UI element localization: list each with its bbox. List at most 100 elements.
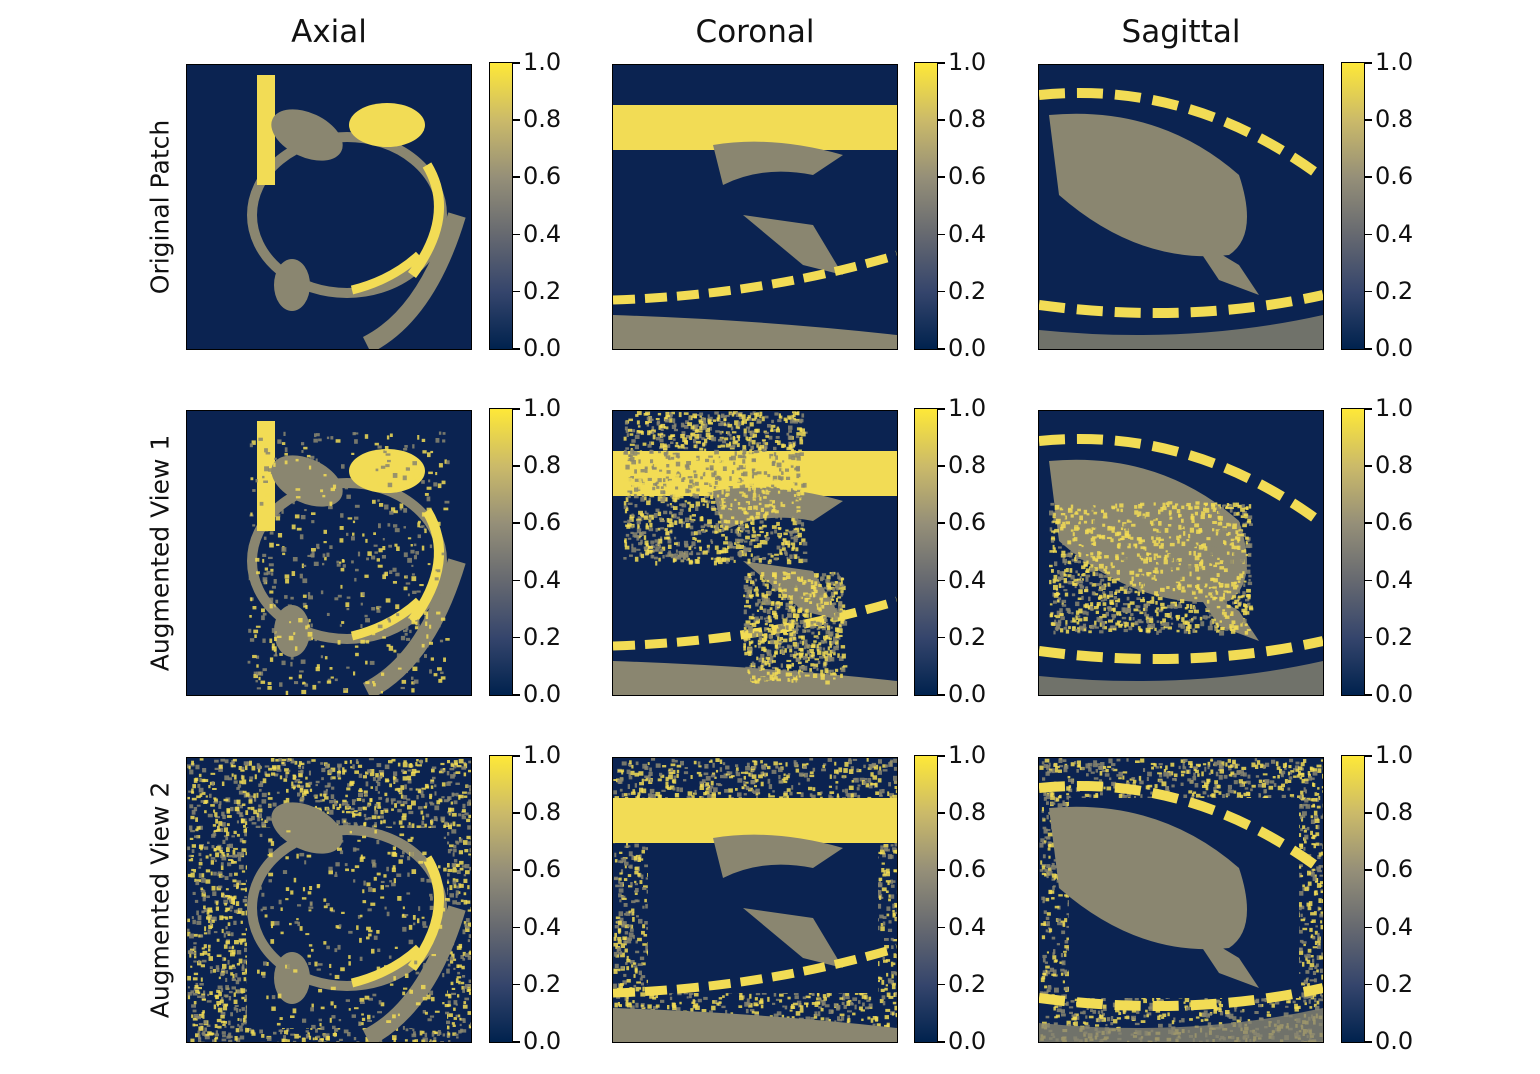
colorbar-tick-label: 0.6: [948, 508, 987, 537]
image-slice: [187, 758, 471, 1042]
image-slice: [187, 411, 471, 695]
colorbar-tick-label: 0.4: [1375, 912, 1414, 941]
colorbar-tick: [1365, 869, 1372, 871]
noise-speckle: [257, 828, 451, 1030]
colorbar-tick-label: 0.0: [1375, 680, 1414, 708]
colorbar-tick: [1365, 983, 1372, 986]
colorbar-tick: [1365, 926, 1372, 929]
colorbar-tick: [513, 348, 520, 350]
colorbar-tick: [513, 408, 520, 410]
colorbar-tick-label: 0.8: [1375, 105, 1414, 134]
colorbar-tick-label: 0.2: [948, 622, 987, 651]
colorbar-tick: [513, 755, 520, 757]
colorbar-tick: [513, 119, 520, 121]
colorbar-tick-label: 0.8: [523, 798, 562, 827]
colorbar-tick: [1365, 579, 1372, 582]
colorbar-tick: [1365, 119, 1372, 121]
colorbar-tick-label: 0.0: [948, 334, 987, 362]
colorbar-tick: [513, 812, 520, 814]
colorbar-tick-label: 0.2: [523, 969, 562, 998]
image-panel-original-patch-axial: [186, 64, 472, 350]
colorbar-tick: [938, 62, 945, 64]
row-label-augmented-view-1: Augmented View 1: [145, 434, 175, 672]
colorbar-tick: [938, 636, 945, 639]
colorbar-tick: [513, 1041, 520, 1043]
colorbar-tick: [938, 522, 945, 524]
colorbar-tick-label: 0.4: [523, 565, 562, 594]
colorbar-tick: [513, 636, 520, 639]
image-panel-original-patch-sagittal: [1038, 64, 1324, 350]
colorbar-tick: [513, 694, 520, 696]
column-title-axial: Axial: [291, 14, 367, 50]
colorbar-tick-label: 0.8: [523, 105, 562, 134]
column-title-sagittal: Sagittal: [1121, 14, 1241, 50]
image-slice: [613, 65, 897, 349]
colorbar-tick: [513, 579, 520, 582]
colorbar-tick-label: 0.8: [1375, 798, 1414, 827]
colorbar-augmented-view-2-axial: [489, 755, 513, 1043]
colorbar-tick-label: 0.6: [948, 162, 987, 191]
colorbar-tick-label: 0.2: [948, 969, 987, 998]
colorbar-tick-label: 1.0: [1375, 741, 1414, 769]
colorbar-tick-label: 0.2: [1375, 969, 1414, 998]
colorbar-tick-label: 1.0: [523, 48, 562, 76]
colorbar-tick: [1365, 522, 1372, 524]
colorbar-tick-label: 0.8: [948, 451, 987, 480]
colorbar-tick-label: 0.6: [523, 508, 562, 537]
image-slice: [1039, 411, 1323, 695]
colorbar-tick-label: 0.0: [948, 1027, 987, 1055]
colorbar-tick: [1365, 408, 1372, 410]
colorbar-tick-label: 0.0: [523, 1027, 562, 1055]
colorbar-tick-label: 0.8: [948, 105, 987, 134]
noise-block-b: [743, 571, 848, 685]
colorbar-tick-label: 0.0: [1375, 334, 1414, 362]
colorbar-tick: [938, 119, 945, 121]
colorbar-tick: [938, 1041, 945, 1043]
colorbar-tick-label: 0.4: [1375, 219, 1414, 248]
image-panel-augmented-view-2-axial: [186, 757, 472, 1043]
colorbar-tick-label: 0.8: [1375, 451, 1414, 480]
colorbar-tick-label: 0.4: [948, 219, 987, 248]
noise-block: [1049, 501, 1254, 636]
colorbar-tick: [1365, 176, 1372, 178]
colorbar-original-patch-sagittal: [1341, 62, 1365, 350]
colorbar-tick-label: 0.0: [523, 334, 562, 362]
colorbar-original-patch-axial: [489, 62, 513, 350]
colorbar-tick-label: 1.0: [1375, 394, 1414, 422]
colorbar-tick: [513, 983, 520, 986]
colorbar-tick: [1365, 233, 1372, 236]
colorbar-tick: [938, 755, 945, 757]
colorbar-tick-label: 1.0: [948, 48, 987, 76]
colorbar-tick-label: 0.4: [1375, 565, 1414, 594]
colorbar-tick-label: 0.0: [948, 680, 987, 708]
image-panel-original-patch-coronal: [612, 64, 898, 350]
image-panel-augmented-view-1-sagittal: [1038, 410, 1324, 696]
colorbar-tick: [938, 926, 945, 929]
colorbar-tick-label: 0.4: [523, 219, 562, 248]
colorbar-tick-label: 0.8: [948, 798, 987, 827]
colorbar-tick-label: 0.4: [948, 912, 987, 941]
colorbar-tick-label: 1.0: [523, 741, 562, 769]
colorbar-tick-label: 0.6: [948, 855, 987, 884]
colorbar-tick: [513, 290, 520, 293]
colorbar-tick-label: 0.0: [523, 680, 562, 708]
colorbar-tick-label: 0.2: [1375, 622, 1414, 651]
row-label-augmented-view-2: Augmented View 2: [145, 781, 175, 1019]
colorbar-tick: [513, 926, 520, 929]
colorbar-tick: [1365, 1041, 1372, 1043]
colorbar-tick: [513, 176, 520, 178]
colorbar-tick-label: 0.0: [1375, 1027, 1414, 1055]
colorbar-tick: [513, 522, 520, 524]
colorbar-tick-label: 0.2: [948, 276, 987, 305]
colorbar-tick-label: 0.6: [1375, 162, 1414, 191]
colorbar-tick-label: 0.6: [523, 162, 562, 191]
colorbar-augmented-view-1-sagittal: [1341, 408, 1365, 696]
noise-block-a: [623, 411, 808, 566]
colorbar-tick: [1365, 348, 1372, 350]
colorbar-augmented-view-2-coronal: [914, 755, 938, 1043]
colorbar-tick: [938, 176, 945, 178]
colorbar-tick-label: 0.6: [1375, 508, 1414, 537]
row-label-original-patch: Original Patch: [145, 119, 175, 295]
image-slice: [1039, 758, 1323, 1042]
colorbar-tick: [938, 348, 945, 350]
